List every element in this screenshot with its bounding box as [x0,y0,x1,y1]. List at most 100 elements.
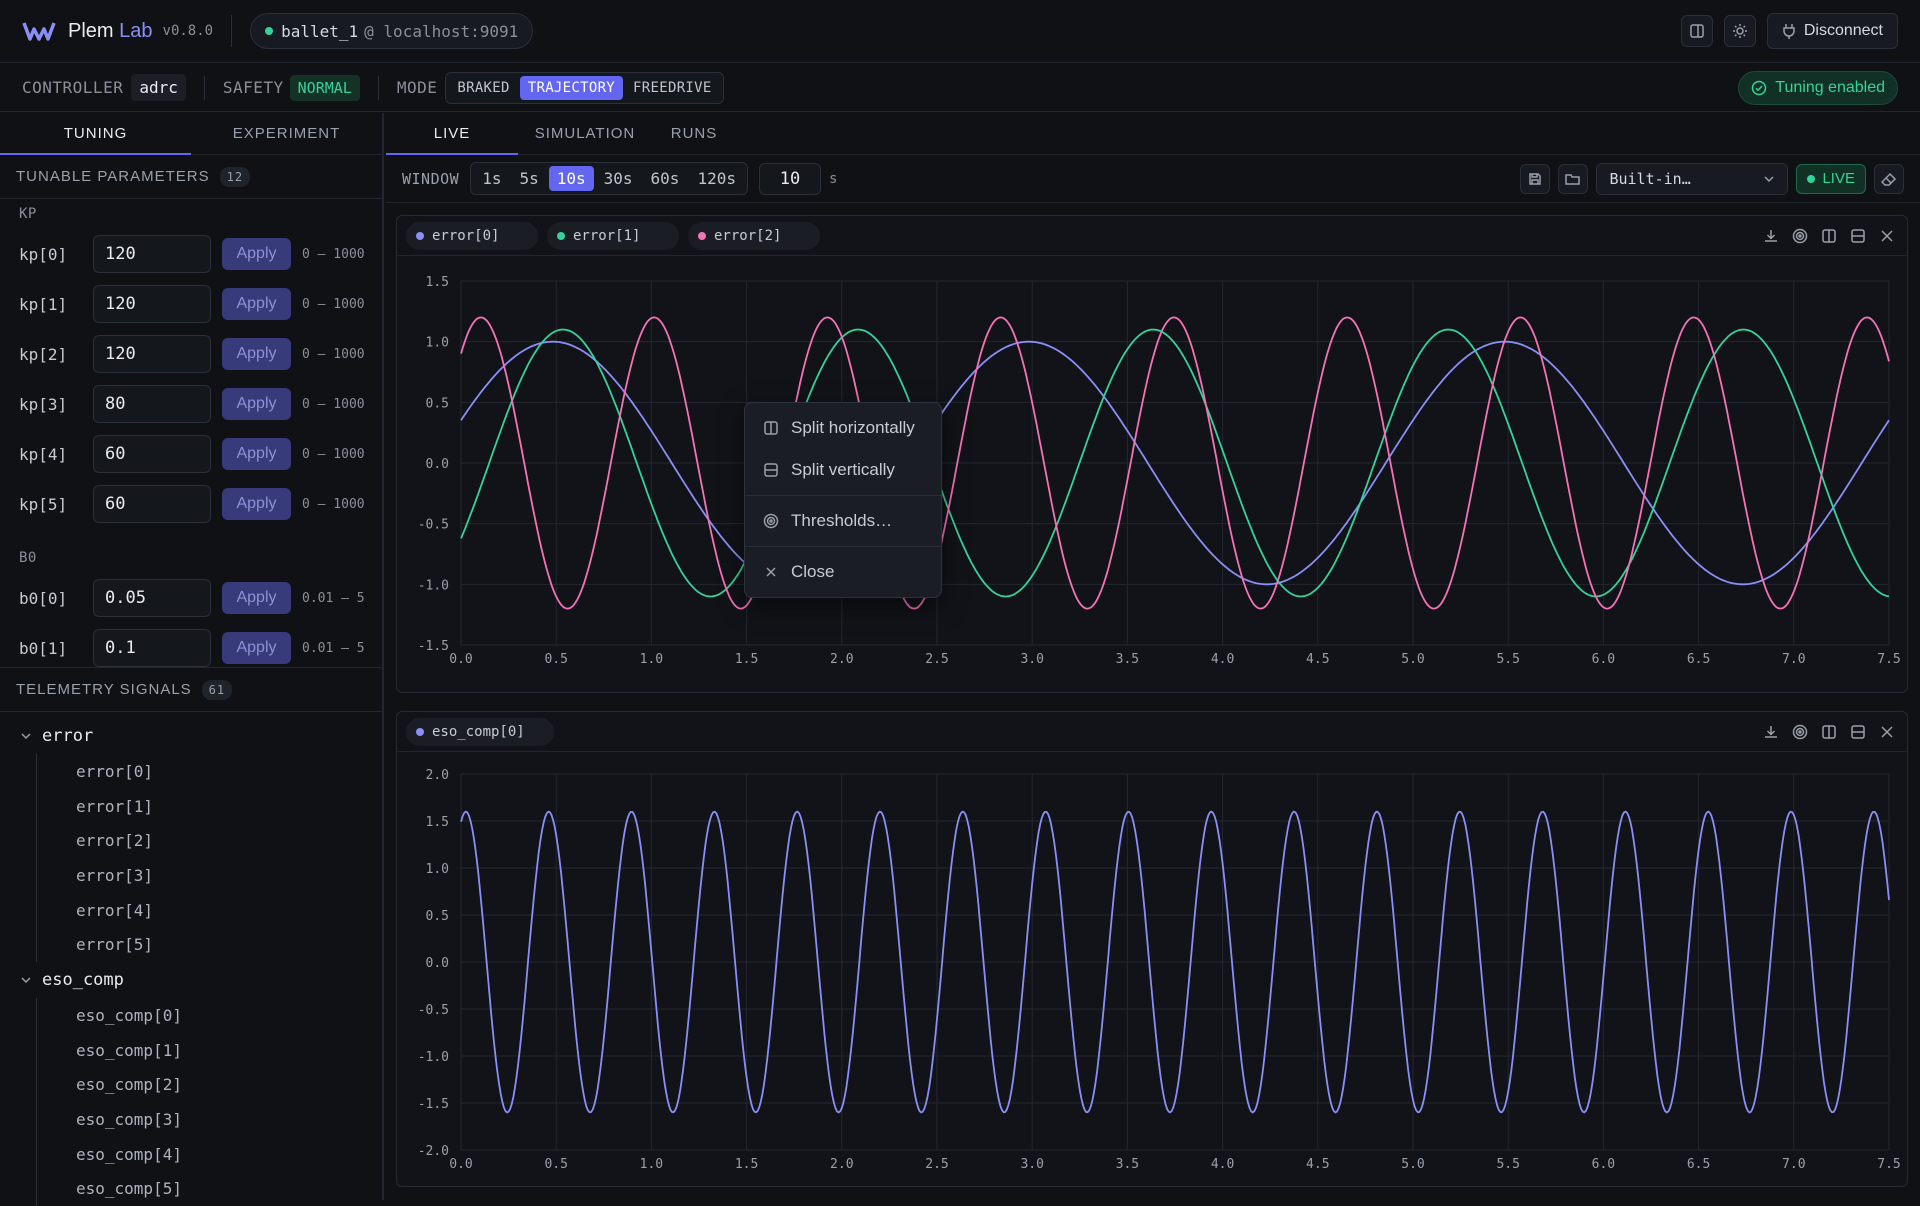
param-name: kp[3] [19,394,68,414]
param-input[interactable]: 120 [93,285,211,323]
signal-item[interactable]: eso_comp[5] [36,1171,382,1206]
tab-simulation[interactable]: SIMULATION [534,125,636,142]
signal-item[interactable]: error[5] [36,927,382,963]
param-input[interactable]: 60 [93,485,211,523]
split-horizontal-icon [764,421,778,435]
tab-live[interactable]: LIVE [386,113,518,155]
plug-icon [1783,24,1795,39]
split-vertical-icon[interactable] [1850,228,1866,244]
mode-braked-button[interactable]: BRAKED [457,79,510,96]
eraser-icon [1881,172,1897,186]
param-input[interactable]: 120 [93,235,211,273]
split-horizontal-icon[interactable] [1821,228,1837,244]
signal-item[interactable]: error[1] [36,788,382,824]
apply-button[interactable]: Apply [222,438,291,470]
sidebar-toggle-icon [1690,24,1704,38]
window-seconds-input[interactable]: 10 [758,162,821,195]
apply-button[interactable]: Apply [222,582,291,614]
tab-runs[interactable]: RUNS [670,125,718,142]
close-icon[interactable] [1879,724,1895,740]
window-option-60s[interactable]: 60s [650,169,680,188]
y-tick-label: 0.0 [426,457,449,472]
target-icon[interactable] [1792,228,1808,244]
signal-item[interactable]: error[3] [36,858,382,893]
connection-pill[interactable]: ballet_1 @ localhost:9091 [250,13,534,49]
apply-button[interactable]: Apply [222,238,291,270]
folder-open-icon [1565,173,1581,185]
x-tick-label: 4.5 [1306,652,1329,667]
series-chip[interactable]: error[1] [547,221,679,250]
tree-group-error[interactable]: error [0,718,382,754]
save-layout-button[interactable] [1520,163,1551,194]
apply-button[interactable]: Apply [222,488,291,520]
menu-divider [745,495,941,496]
series-chip[interactable]: error[2] [688,221,820,250]
signal-item[interactable]: eso_comp[4] [36,1136,382,1172]
tab-experiment[interactable]: EXPERIMENT [232,125,341,142]
signal-item[interactable]: eso_comp[2] [36,1067,382,1103]
target-icon[interactable] [1792,724,1808,740]
x-tick-label: 0.5 [544,1157,567,1172]
signal-item[interactable]: error[4] [36,892,382,928]
param-range: 0 – 1000 [302,246,365,262]
left-tabs: TUNING EXPERIMENT [0,113,382,155]
menu-item-close[interactable]: Close [745,551,941,593]
window-option-10s[interactable]: 10s [548,166,594,191]
left-panel: TUNING EXPERIMENT TUNABLE PARAMETERS 12 … [0,113,384,1206]
telemetry-count-badge: 61 [201,679,233,700]
apply-button[interactable]: Apply [222,288,291,320]
parameter-list[interactable]: KP kp[0] 120 Apply 0 – 1000 kp[1] 120 Apply 0 … [0,199,382,667]
param-input[interactable]: 120 [93,335,211,373]
apply-button[interactable]: Apply [222,338,291,370]
telemetry-title: TELEMETRY SIGNALS [16,681,192,698]
disconnect-button[interactable]: Disconnect [1766,13,1898,49]
apply-button[interactable]: Apply [222,632,291,664]
mode-trajectory-button[interactable]: TRAJECTORY [519,75,624,100]
theme-toggle-button[interactable] [1723,15,1756,47]
layout-preset-select[interactable]: Built-in… [1596,162,1789,195]
param-input[interactable]: 0.05 [93,579,211,617]
series-chip[interactable]: eso_comp[0] [406,717,554,746]
signal-item[interactable]: eso_comp[3] [36,1102,382,1137]
download-icon[interactable] [1763,724,1779,740]
close-icon[interactable] [1879,228,1895,244]
mode-freedrive-button[interactable]: FREEDRIVE [633,79,712,96]
chevron-down-icon [1764,175,1774,182]
x-tick-label: 0.0 [449,652,472,667]
menu-item-split-horizontally[interactable]: Split horizontally [745,407,941,449]
y-tick-label: -0.5 [418,1003,449,1018]
x-tick-label: 0.5 [544,652,567,667]
apply-button[interactable]: Apply [222,388,291,420]
menu-item-thresholds[interactable]: Thresholds… [745,500,941,542]
param-input[interactable]: 0.1 [93,629,211,667]
window-option-120s[interactable]: 120s [697,169,736,188]
live-toggle-button[interactable]: LIVE [1796,163,1866,194]
sidebar-toggle-button[interactable] [1680,15,1713,47]
param-input[interactable]: 80 [93,385,211,423]
download-icon[interactable] [1763,228,1779,244]
tab-tuning[interactable]: TUNING [0,113,191,155]
window-option-30s[interactable]: 30s [603,169,633,188]
split-horizontal-icon[interactable] [1821,724,1837,740]
x-tick-label: 7.0 [1782,1157,1805,1172]
tree-group-eso-comp[interactable]: eso_comp [0,962,382,998]
signal-item[interactable]: error[0] [36,754,382,789]
chart-error[interactable]: 0.0 0.5 1.0 1.5 2.0 2.5 3.0 3.5 4.0 4.5 5.0 5.5 6.0 6… [397,257,1908,692]
signal-item[interactable]: error[2] [36,823,382,859]
signal-item[interactable]: eso_comp[0] [36,998,382,1033]
clear-button[interactable] [1874,163,1904,194]
window-option-1s[interactable]: 1s [482,169,502,188]
param-input[interactable]: 60 [93,435,211,473]
series-chip[interactable]: error[0] [406,221,538,250]
open-layout-button[interactable] [1558,163,1589,194]
param-range: 0.01 – 5 [302,590,365,606]
x-tick-label: 4.0 [1211,1157,1234,1172]
split-vertical-icon[interactable] [1850,724,1866,740]
controller-label: CONTROLLER [22,78,124,97]
menu-item-split-vertically[interactable]: Split vertically [745,449,941,491]
chart-eso-comp[interactable]: 0.0 0.5 1.0 1.5 2.0 2.5 3.0 3.5 4.0 4.5 5.0 5.5 6.0 6… [397,753,1908,1186]
window-option-5s[interactable]: 5s [519,169,539,188]
tuning-status-label: Tuning enabled [1775,78,1885,96]
menu-item-label: Thresholds… [791,511,893,530]
signal-item[interactable]: eso_comp[1] [36,1032,382,1068]
